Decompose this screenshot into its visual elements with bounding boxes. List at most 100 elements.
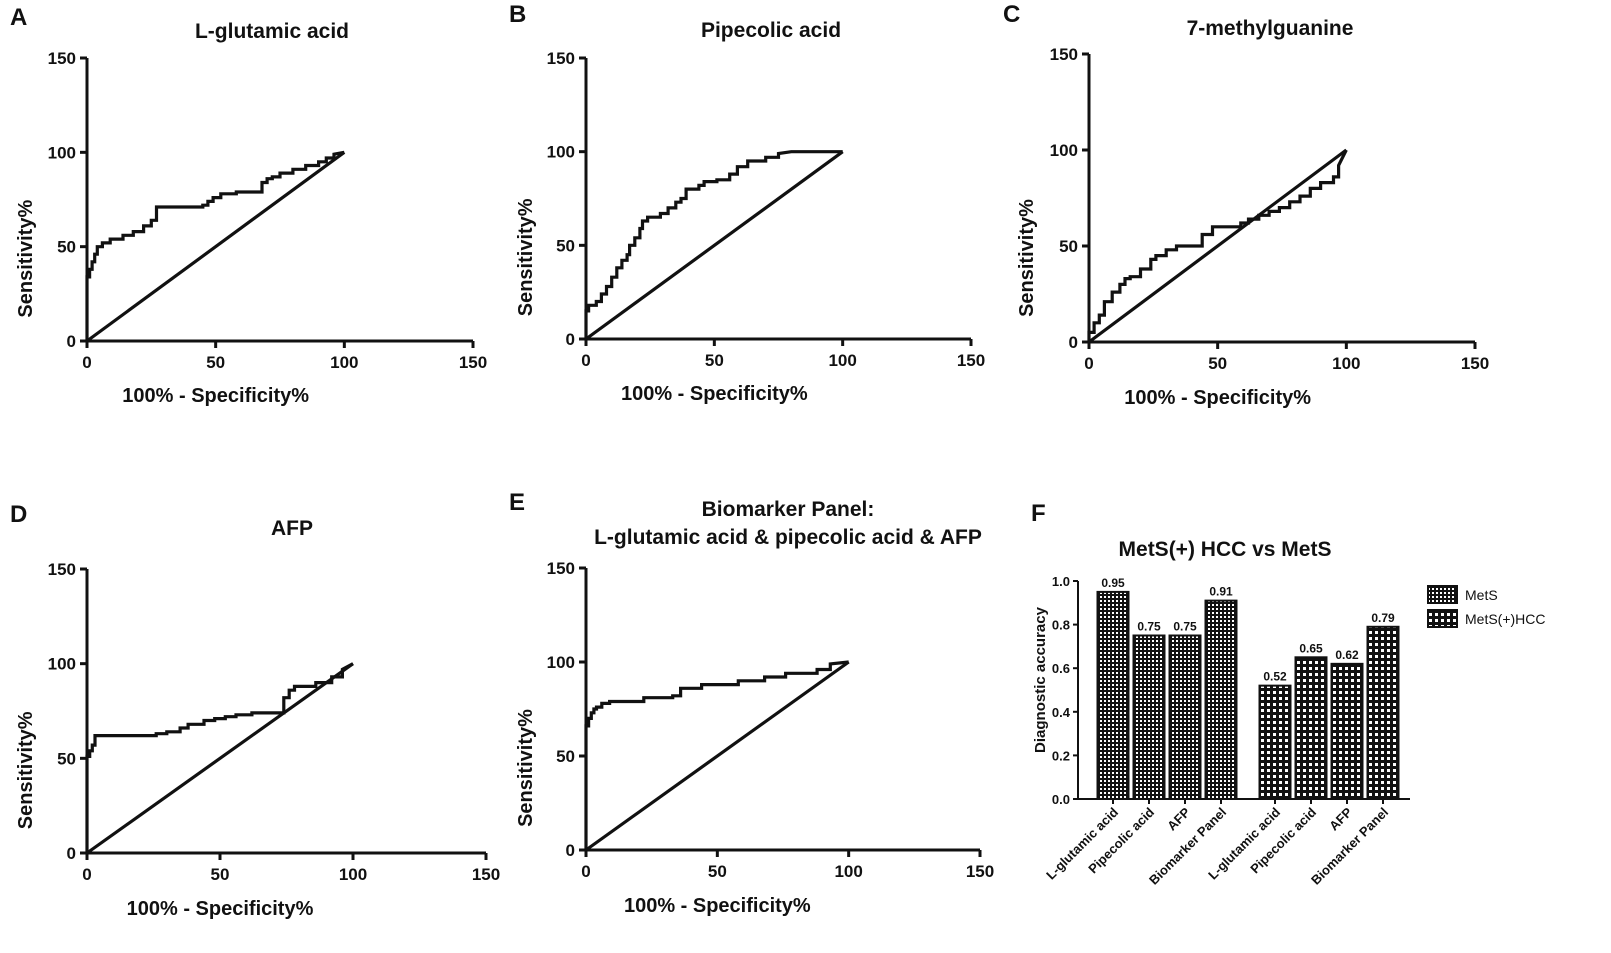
chart-title: Biomarker Panel: xyxy=(702,498,875,521)
bar-value-label: 0.95 xyxy=(1101,576,1125,590)
x-tick-label: 100 xyxy=(828,351,856,370)
x-tick-label: 100 xyxy=(1332,354,1360,373)
x-tick-label: 50 xyxy=(708,862,727,881)
y-tick-label: 100 xyxy=(48,143,76,162)
panel-letter: B xyxy=(509,1,526,28)
bar-value-label: 0.52 xyxy=(1263,670,1287,684)
y-axis-label: Sensitivity% xyxy=(15,711,37,829)
chart-title: MetS(+) HCC vs MetS xyxy=(1119,538,1332,561)
roc-panel-b: B Pipecolic acid 0 50 100 150 0 50 100 150 100% - … xyxy=(509,1,985,405)
y-tick-label: 0.8 xyxy=(1052,618,1070,633)
roc-panels: A L-glutamic acid 0 50 100 150 0 50 100 150 100% -… xyxy=(10,1,1489,920)
x-tick-label: 50 xyxy=(1208,354,1227,373)
bar-panel: F MetS(+) HCC vs MetS 0.0 0.2 0.4 0.6 0.8 1.0 Di… xyxy=(1031,500,1546,888)
reference-line xyxy=(585,150,844,341)
reference-line xyxy=(86,662,354,855)
bar-mets-hcc-1 xyxy=(1294,656,1328,800)
panel-letter: C xyxy=(1003,1,1020,28)
y-axis-label: Sensitivity% xyxy=(15,200,37,318)
roc-curve xyxy=(1087,149,1348,342)
reference-line xyxy=(86,151,346,343)
y-tick-label: 150 xyxy=(547,49,575,68)
y-tick-label: 1.0 xyxy=(1052,574,1070,589)
y-tick-label: 100 xyxy=(1050,141,1078,160)
legend-swatch xyxy=(1427,585,1458,604)
y-axis-label: Sensitivity% xyxy=(1016,199,1038,317)
y-axis-label: Diagnostic accuracy xyxy=(1032,606,1049,753)
panel-letter: D xyxy=(10,501,27,528)
x-tick-label: 0 xyxy=(1084,354,1093,373)
roc-panel-a: A L-glutamic acid 0 50 100 150 0 50 100 150 100% -… xyxy=(10,4,487,407)
roc-panel-d: D AFP 0 50 100 150 0 50 100 150 100% - Specificity… xyxy=(10,501,500,920)
bar-value-label: 0.79 xyxy=(1371,611,1395,625)
legend-swatch xyxy=(1427,609,1458,628)
x-tick-label: 50 xyxy=(211,865,230,884)
reference-line xyxy=(585,660,850,852)
bar-mets-2 xyxy=(1168,634,1202,800)
bar-mets-3 xyxy=(1204,599,1238,800)
x-axis-label: 100% - Specificity% xyxy=(127,898,314,920)
legend-label: MetS(+)HCC xyxy=(1465,611,1546,627)
y-tick-label: 0 xyxy=(566,330,575,349)
x-tick-label: 0 xyxy=(82,353,91,372)
bar-value-label: 0.65 xyxy=(1299,641,1323,655)
legend-label: MetS xyxy=(1465,587,1498,603)
bar-mets-hcc-2 xyxy=(1330,662,1364,801)
x-tick-label: 0 xyxy=(581,862,590,881)
y-tick-label: 0.4 xyxy=(1052,705,1071,720)
bar-mets-1 xyxy=(1132,634,1166,800)
x-tick-label: 100 xyxy=(834,862,862,881)
roc-curve xyxy=(85,150,345,341)
y-tick-label: 100 xyxy=(48,655,76,674)
x-tick-label: 0 xyxy=(82,865,91,884)
x-tick-label: 150 xyxy=(966,862,994,881)
y-tick-label: 50 xyxy=(57,749,76,768)
x-tick-label: 150 xyxy=(472,865,500,884)
y-tick-label: 150 xyxy=(547,559,575,578)
y-tick-label: 0.6 xyxy=(1052,661,1070,676)
x-tick-label: AFP xyxy=(1164,804,1193,833)
chart-title: AFP xyxy=(271,517,313,540)
y-tick-label: 0 xyxy=(1069,333,1078,352)
x-tick-label: 150 xyxy=(957,351,985,370)
bar-value-label: 0.75 xyxy=(1137,620,1161,634)
y-tick-label: 0 xyxy=(67,844,76,863)
y-tick-label: 50 xyxy=(556,747,575,766)
bar-value-label: 0.75 xyxy=(1173,620,1197,634)
x-tick-label: 0 xyxy=(581,351,590,370)
y-axis-label: Sensitivity% xyxy=(515,198,537,316)
x-tick-label: 150 xyxy=(459,353,487,372)
x-tick-label: 100 xyxy=(330,353,358,372)
x-axis-label: 100% - Specificity% xyxy=(1124,387,1311,409)
x-axis-label: 100% - Specificity% xyxy=(122,385,309,407)
chart-title: 7-methylguanine xyxy=(1187,17,1354,40)
chart-title: Pipecolic acid xyxy=(701,19,841,42)
y-tick-label: 50 xyxy=(1059,237,1078,256)
panel-letter: F xyxy=(1031,500,1046,527)
x-tick-label: AFP xyxy=(1326,804,1355,833)
y-tick-label: 50 xyxy=(556,236,575,255)
panel-letter: E xyxy=(509,489,525,516)
chart-title: L-glutamic acid & pipecolic acid & AFP xyxy=(594,526,982,549)
x-tick-label: 50 xyxy=(206,353,225,372)
x-tick-label: Pipecolic acid xyxy=(1247,804,1319,876)
roc-curve xyxy=(584,150,843,339)
x-tick-label: Pipecolic acid xyxy=(1085,804,1157,876)
y-tick-label: 100 xyxy=(547,143,575,162)
bar-value-label: 0.62 xyxy=(1335,648,1359,662)
bar-mets-hcc-0 xyxy=(1258,684,1292,801)
bar-value-label: 0.91 xyxy=(1209,585,1233,599)
x-tick-label: 50 xyxy=(705,351,724,370)
chart-title: L-glutamic acid xyxy=(195,20,349,43)
y-tick-label: 0 xyxy=(67,332,76,351)
x-axis-label: 100% - Specificity% xyxy=(621,383,808,405)
roc-curve xyxy=(85,662,354,853)
x-axis-label: 100% - Specificity% xyxy=(624,895,811,917)
y-tick-label: 100 xyxy=(547,653,575,672)
x-tick-label: 150 xyxy=(1461,354,1489,373)
y-axis-label: Sensitivity% xyxy=(515,709,537,827)
y-tick-label: 0.2 xyxy=(1052,748,1070,763)
roc-panel-e: E Biomarker Panel: L-glutamic acid & pipec… xyxy=(509,489,994,917)
x-tick-label: 100 xyxy=(339,865,367,884)
panel-letter: A xyxy=(10,4,27,31)
